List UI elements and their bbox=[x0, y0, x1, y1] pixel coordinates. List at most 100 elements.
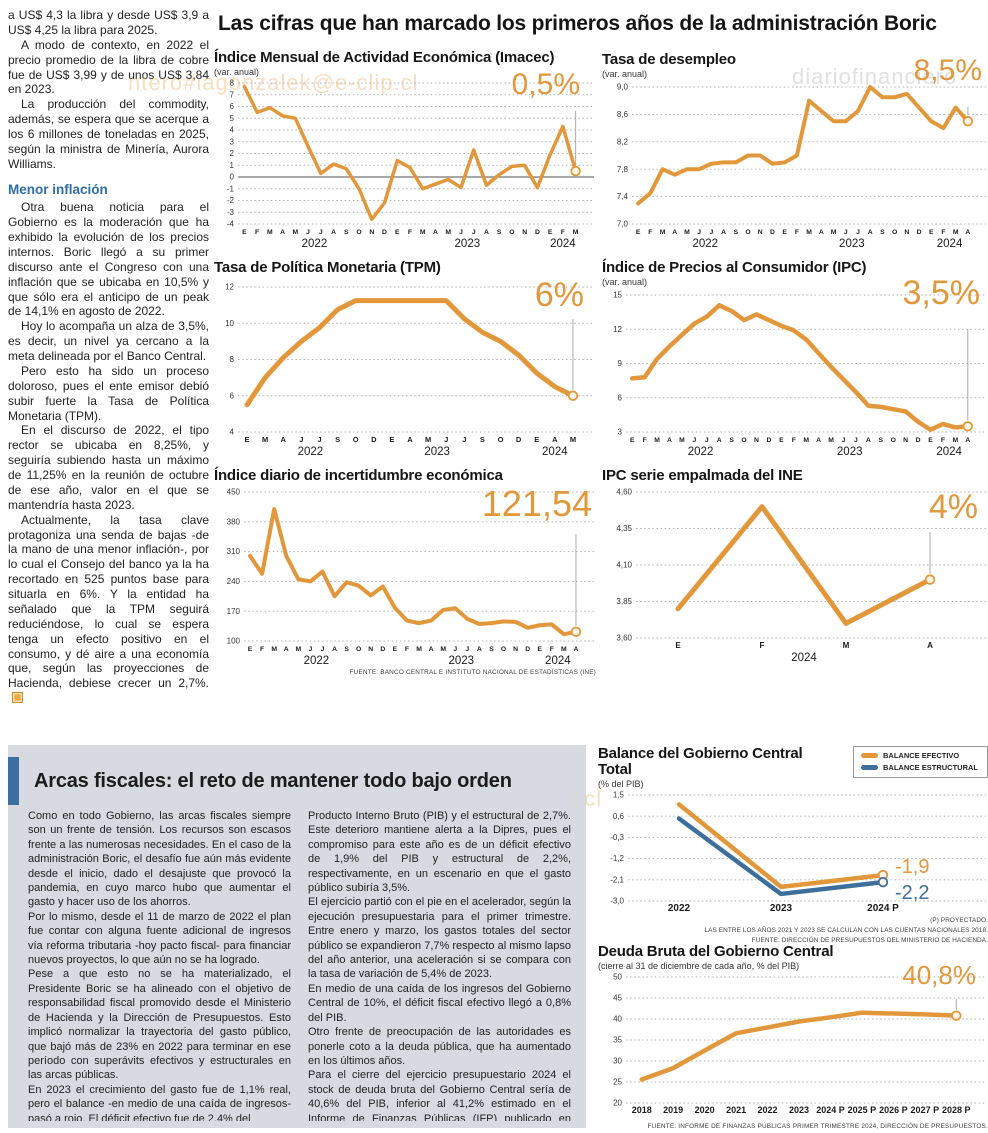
chart-big-value: 3,5% bbox=[902, 274, 981, 312]
svg-text:J: J bbox=[462, 435, 466, 444]
svg-text:M: M bbox=[440, 646, 446, 653]
svg-text:J: J bbox=[472, 229, 476, 236]
svg-text:2024: 2024 bbox=[937, 238, 963, 250]
svg-text:2023: 2023 bbox=[789, 1105, 809, 1115]
chart-canvas: 9,0 8,6 8,2 7,8 7,4 7,0 E F M A M J J A S O N D E F M A M J J A S O… bbox=[602, 79, 988, 250]
chart-source: FUENTE: INFORME DE FINANZAS PÚBLICAS PRI… bbox=[647, 1123, 988, 1130]
svg-text:M: M bbox=[271, 646, 277, 653]
svg-text:D: D bbox=[525, 646, 530, 653]
svg-text:E: E bbox=[393, 646, 398, 653]
svg-text:M: M bbox=[843, 641, 850, 650]
svg-text:E: E bbox=[782, 229, 787, 236]
svg-text:2023: 2023 bbox=[770, 903, 793, 914]
svg-text:6: 6 bbox=[618, 393, 623, 402]
svg-text:2020: 2020 bbox=[695, 1105, 715, 1115]
chart-deuda: Deuda Bruta del Gobierno Central (cierre… bbox=[598, 944, 988, 1130]
svg-text:M: M bbox=[831, 229, 837, 236]
svg-text:D: D bbox=[516, 435, 522, 444]
chart-canvas: 4,60 4,35 4,10 3,85 3,60 E F M A 2024 bbox=[602, 484, 988, 664]
legend-label: BALANCE EFECTIVO bbox=[883, 751, 960, 760]
svg-text:D: D bbox=[766, 437, 771, 444]
svg-text:45: 45 bbox=[613, 993, 622, 1002]
fiscal-headline: Arcas fiscales: el reto de mantener todo… bbox=[34, 770, 512, 792]
legend-swatch-blue bbox=[861, 765, 878, 770]
chart-big-value: 6% bbox=[534, 276, 584, 314]
svg-text:A: A bbox=[927, 641, 933, 650]
svg-text:2022: 2022 bbox=[668, 903, 691, 914]
svg-text:N: N bbox=[903, 437, 908, 444]
paragraph: Pese a que esto no se ha materializado, … bbox=[28, 968, 291, 1082]
svg-text:15: 15 bbox=[613, 290, 622, 299]
svg-text:2021: 2021 bbox=[726, 1105, 746, 1115]
chart-tpm: Tasa de Política Monetaria (TPM) 12 10 8 6 4… bbox=[214, 260, 596, 458]
chart-subtitle: (var. anual) bbox=[602, 68, 648, 79]
footnote: LAS ENTRE LOS AÑOS 2021 Y 2023 SE CALCUL… bbox=[704, 927, 988, 935]
legend-item-efectivo: BALANCE EFECTIVO bbox=[861, 751, 978, 760]
svg-text:S: S bbox=[879, 437, 884, 444]
svg-text:4: 4 bbox=[230, 125, 235, 134]
paragraph: En 2023 el crecimiento del gasto fue de … bbox=[28, 1083, 291, 1121]
svg-text:2024: 2024 bbox=[545, 655, 571, 667]
chart-incertidumbre: Índice diario de incertidumbre económica… bbox=[214, 468, 596, 676]
svg-text:2019: 2019 bbox=[663, 1105, 683, 1115]
svg-text:1: 1 bbox=[230, 161, 235, 170]
svg-text:J: J bbox=[309, 646, 313, 653]
svg-text:M: M bbox=[660, 229, 666, 236]
chart-imacec: Índice Mensual de Actividad Económica (I… bbox=[214, 50, 596, 250]
chart-title: Tasa de desempleo bbox=[602, 51, 736, 68]
article-end-marker bbox=[12, 692, 23, 704]
svg-text:F: F bbox=[561, 229, 565, 236]
svg-text:10: 10 bbox=[225, 319, 234, 328]
svg-text:F: F bbox=[408, 229, 412, 236]
svg-text:D: D bbox=[371, 435, 377, 444]
svg-text:M: M bbox=[573, 229, 579, 236]
svg-text:7,4: 7,4 bbox=[617, 192, 629, 201]
svg-text:O: O bbox=[501, 646, 506, 653]
chart-subtitle: (var. anual) bbox=[214, 66, 260, 77]
paragraph: Por lo mismo, desde el 11 de marzo de 20… bbox=[28, 910, 291, 967]
svg-text:-3: -3 bbox=[227, 208, 235, 217]
chart-canvas: 1,5 0,6 -0,3 -1,2 -2,1 -3,0 -1,9 -2,2 2022 2023 20… bbox=[598, 789, 988, 917]
paragraph: En el discurso de 2022, el tipo rector s… bbox=[8, 423, 209, 512]
svg-text:2025 P: 2025 P bbox=[848, 1105, 877, 1115]
chart-balance: Balance del Gobierno Central Total (% de… bbox=[598, 746, 988, 946]
svg-text:0: 0 bbox=[230, 172, 235, 181]
svg-text:3: 3 bbox=[618, 427, 623, 436]
svg-text:1,5: 1,5 bbox=[613, 790, 625, 799]
paragraph: El ejercicio partió con el pie en el ace… bbox=[308, 896, 571, 981]
svg-text:A: A bbox=[819, 229, 824, 236]
svg-text:-2,1: -2,1 bbox=[610, 875, 624, 884]
svg-text:2022: 2022 bbox=[298, 446, 324, 458]
svg-text:F: F bbox=[405, 646, 409, 653]
svg-text:5: 5 bbox=[230, 114, 235, 123]
svg-text:S: S bbox=[497, 229, 502, 236]
article-paragraphs-bottom: Otra buena noticia para el Gobierno es l… bbox=[8, 200, 209, 706]
svg-text:J: J bbox=[459, 229, 463, 236]
svg-text:O: O bbox=[745, 229, 750, 236]
svg-text:-2,2: -2,2 bbox=[895, 882, 929, 904]
chart-desempleo: Tasa de desempleo (var. anual) 9,0 8,6 8,2… bbox=[602, 52, 988, 250]
svg-text:-4: -4 bbox=[227, 219, 235, 228]
svg-text:2024 P: 2024 P bbox=[867, 903, 899, 914]
chart-plot: 4,60 4,35 4,10 3,85 3,60 E F M A 2024 bbox=[616, 487, 986, 664]
svg-text:2027 P: 2027 P bbox=[911, 1105, 940, 1115]
paragraph: Para el cierre del ejercicio presupuesta… bbox=[308, 1069, 571, 1121]
svg-text:7,8: 7,8 bbox=[617, 165, 629, 174]
svg-text:M: M bbox=[828, 437, 834, 444]
svg-text:E: E bbox=[389, 435, 394, 444]
svg-text:A: A bbox=[868, 229, 873, 236]
svg-text:J: J bbox=[692, 437, 696, 444]
svg-text:9,0: 9,0 bbox=[617, 82, 629, 91]
svg-text:A: A bbox=[332, 646, 337, 653]
svg-text:J: J bbox=[842, 437, 846, 444]
svg-text:A: A bbox=[433, 229, 438, 236]
svg-text:E: E bbox=[630, 437, 635, 444]
svg-text:N: N bbox=[758, 229, 763, 236]
svg-text:50: 50 bbox=[613, 972, 622, 981]
svg-text:2028 P: 2028 P bbox=[942, 1105, 971, 1115]
svg-text:35: 35 bbox=[613, 1035, 622, 1044]
svg-text:E: E bbox=[537, 646, 542, 653]
svg-text:A: A bbox=[816, 437, 821, 444]
